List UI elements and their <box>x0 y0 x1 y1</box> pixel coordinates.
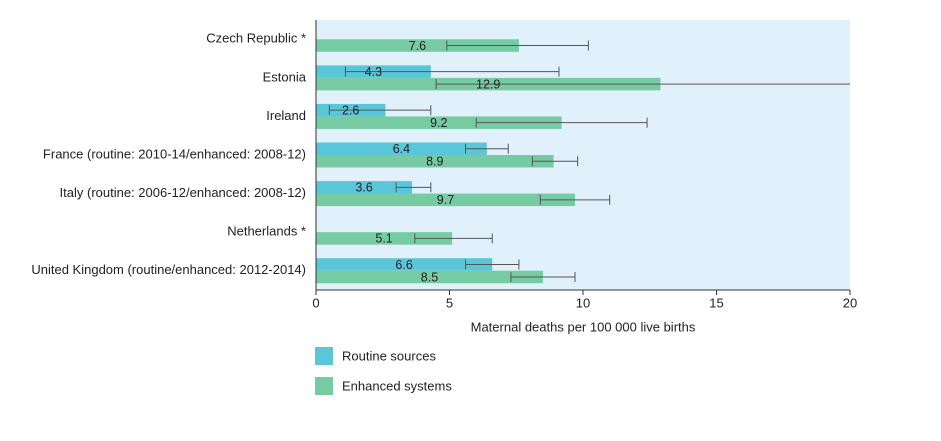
x-tick-label: 15 <box>709 295 723 310</box>
y-tick-label: France (routine: 2010-14/enhanced: 2008-… <box>43 146 306 161</box>
legend-label: Enhanced systems <box>342 378 452 393</box>
bar <box>316 258 493 271</box>
data-label: 5.1 <box>375 232 392 246</box>
y-tick-label: United Kingdom (routine/enhanced: 2012-2… <box>31 262 306 277</box>
y-tick-label: Italy (routine: 2006-12/enhanced: 2008-1… <box>60 185 306 200</box>
data-label: 12.9 <box>476 77 500 91</box>
data-label: 9.7 <box>437 193 454 207</box>
data-label: 8.5 <box>421 270 438 284</box>
y-tick-label: Ireland <box>266 108 306 123</box>
data-label: 6.6 <box>395 258 412 272</box>
bar <box>316 116 562 129</box>
bar <box>316 142 487 155</box>
x-tick-label: 10 <box>576 295 590 310</box>
bar <box>316 232 453 245</box>
legend-label: Routine sources <box>342 348 436 363</box>
y-tick-label: Czech Republic * <box>206 31 306 46</box>
bar <box>316 270 543 284</box>
data-label: 2.6 <box>342 103 359 117</box>
data-label: 7.6 <box>409 39 426 53</box>
x-tick-label: 5 <box>446 295 453 310</box>
bar <box>316 155 554 168</box>
x-tick-label: 20 <box>843 295 857 310</box>
data-label: 8.9 <box>426 155 443 169</box>
x-tick-label: 0 <box>312 295 319 310</box>
y-tick-label: Estonia <box>263 69 307 84</box>
data-label: 3.6 <box>355 181 372 195</box>
data-label: 6.4 <box>393 142 410 156</box>
bar <box>316 39 519 52</box>
bar <box>316 193 575 207</box>
x-axis-label: Maternal deaths per 100 000 live births <box>471 319 696 334</box>
legend-swatch <box>315 347 333 365</box>
legend-swatch <box>315 377 333 395</box>
data-label: 4.3 <box>365 65 382 79</box>
data-label: 9.2 <box>430 116 447 130</box>
y-tick-label: Netherlands * <box>227 224 306 239</box>
bar <box>316 181 413 194</box>
plot-area <box>316 39 850 284</box>
